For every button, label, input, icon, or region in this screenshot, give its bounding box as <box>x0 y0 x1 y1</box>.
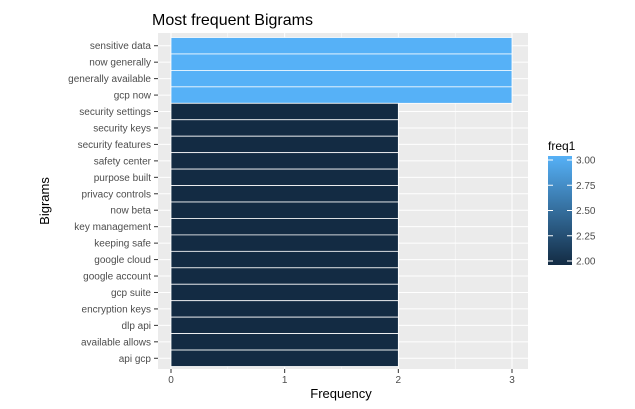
y-tick-label: encryption keys <box>82 304 151 315</box>
legend-tick-label: 3.00 <box>576 156 596 167</box>
bar <box>170 234 399 252</box>
legend: freq1 3.00 2.75 2.50 2.25 2.00 <box>548 139 596 268</box>
bar <box>170 201 399 219</box>
x-tick-label: 1 <box>282 375 288 386</box>
legend-tick-label: 2.00 <box>576 257 596 268</box>
y-tick-label: key management <box>74 222 151 233</box>
y-tick-label: now beta <box>110 206 151 217</box>
chart-title: Most frequent Bigrams <box>152 12 313 29</box>
y-tick-label: now generally <box>89 58 151 69</box>
bars <box>170 37 513 367</box>
y-tick-label: google account <box>83 272 151 283</box>
y-tick-label: sensitive data <box>90 41 152 52</box>
y-tick-label: security keys <box>93 123 151 134</box>
y-tick-label: gcp suite <box>111 288 151 299</box>
y-tick-label: safety center <box>94 156 152 167</box>
y-tick-label: available allows <box>81 337 151 348</box>
legend-tick-label: 2.25 <box>576 231 596 242</box>
bar <box>170 333 399 351</box>
bar <box>170 267 399 285</box>
y-tick-label: keeping safe <box>94 239 151 250</box>
bar <box>170 218 399 236</box>
bar <box>170 168 399 186</box>
bar <box>170 152 399 170</box>
bar <box>170 119 399 137</box>
x-axis: 0 1 2 3 <box>168 369 515 386</box>
y-axis: sensitive data now generally generally ava… <box>68 41 158 365</box>
y-tick-label: gcp now <box>114 91 152 102</box>
bar <box>170 102 399 121</box>
legend-tick-label: 2.50 <box>576 206 596 217</box>
y-tick-label: generally available <box>68 74 151 85</box>
bar <box>170 86 513 104</box>
y-tick-label: security features <box>78 140 151 151</box>
legend-title: freq1 <box>548 139 576 153</box>
y-tick-label: dlp api <box>122 321 151 332</box>
legend-tick-label: 2.75 <box>576 181 596 192</box>
y-tick-label: google cloud <box>94 255 151 266</box>
y-tick-label: api gcp <box>119 354 152 365</box>
bar <box>170 250 399 269</box>
bar <box>170 300 399 318</box>
x-tick-label: 3 <box>509 375 515 386</box>
x-tick-label: 0 <box>168 375 174 386</box>
bar <box>170 70 513 88</box>
bar <box>170 185 399 203</box>
bar <box>170 135 399 154</box>
bar <box>170 283 399 302</box>
x-axis-title: Frequency <box>310 386 372 401</box>
bar <box>170 316 399 334</box>
y-tick-label: security settings <box>79 107 151 118</box>
y-tick-label: privacy controls <box>82 189 151 200</box>
y-axis-title: Bigrams <box>37 177 52 225</box>
bar <box>170 37 513 55</box>
bar <box>170 349 399 367</box>
legend-ticks: 3.00 2.75 2.50 2.25 2.00 <box>548 156 596 268</box>
x-tick-label: 2 <box>396 375 402 386</box>
bar <box>170 53 513 71</box>
y-tick-label: purpose built <box>94 173 151 184</box>
